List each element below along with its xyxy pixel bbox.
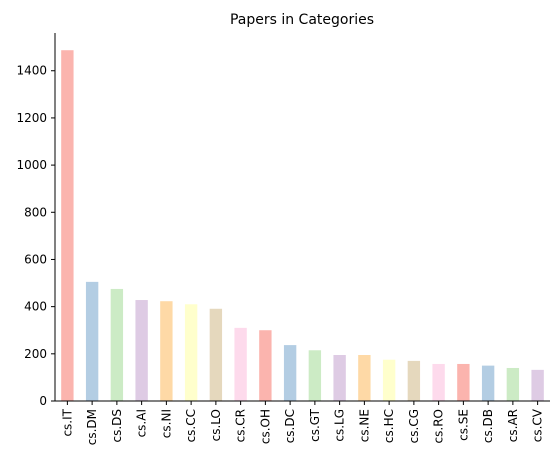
y-tick-label: 200 (24, 347, 47, 361)
x-tick-label: cs.AR (506, 409, 520, 442)
bar-cs-dc (283, 345, 297, 401)
x-tick-label: cs.DS (110, 409, 124, 443)
chart-title: Papers in Categories (230, 12, 374, 28)
x-tick-label: cs.CV (531, 408, 545, 442)
bar-cs-hc (382, 359, 396, 401)
x-tick-label: cs.SE (456, 409, 470, 441)
x-tick-label: cs.CG (407, 409, 421, 443)
bar-cs-cc (184, 304, 198, 401)
bar-cs-oh (259, 330, 272, 401)
bar-cs-ni (160, 301, 173, 401)
bar-cs-ai (135, 300, 148, 401)
x-axis-ticks: cs.IT cs.DM cs.DS cs.AI cs.NI cs.CC cs.LO cs.CR… (60, 401, 545, 445)
bar-cs-lo (209, 308, 223, 401)
x-tick-label: cs.DB (481, 409, 495, 443)
x-tick-label: cs.DC (283, 409, 297, 443)
bar-cs-ar (506, 367, 520, 401)
x-tick-label: cs.CC (184, 409, 198, 442)
bar-cs-cg (407, 360, 421, 401)
y-tick-label: 600 (24, 252, 47, 266)
x-tick-label: cs.NI (159, 409, 173, 438)
y-tick-label: 1000 (16, 158, 47, 172)
x-tick-label: cs.CR (234, 409, 248, 442)
bar-cs-cv (531, 369, 544, 401)
bar-cs-se (457, 363, 470, 401)
bar-cs-it (61, 50, 74, 401)
bar-cs-ro (432, 363, 445, 401)
x-tick-label: cs.RO (432, 409, 446, 443)
x-tick-label: cs.NE (357, 409, 371, 442)
y-tick-label: 1400 (16, 64, 47, 78)
y-tick-label: 800 (24, 205, 47, 219)
x-tick-label: cs.OH (258, 409, 272, 444)
x-tick-label: cs.LO (209, 409, 223, 441)
bar-cs-db (481, 365, 495, 401)
bar-cs-ds (110, 288, 124, 401)
bar-cs-ne (358, 355, 371, 401)
bar-cs-lg (333, 355, 346, 401)
bar-cs-cr (234, 327, 247, 401)
x-tick-label: cs.HC (382, 409, 396, 443)
x-tick-label: cs.GT (308, 408, 322, 442)
x-tick-label: cs.IT (60, 408, 74, 436)
x-tick-label: cs.DM (85, 409, 99, 445)
x-tick-label: cs.AI (135, 409, 149, 437)
bar-cs-dm (85, 281, 99, 401)
y-axis-ticks: 0 200 400 600 800 1000 1200 1400 (16, 64, 55, 408)
bar-cs-gt (308, 350, 322, 401)
y-tick-label: 0 (39, 394, 47, 408)
x-tick-label: cs.LG (333, 409, 347, 442)
y-tick-label: 400 (24, 300, 47, 314)
y-tick-label: 1200 (16, 111, 47, 125)
bars-group (61, 50, 544, 401)
